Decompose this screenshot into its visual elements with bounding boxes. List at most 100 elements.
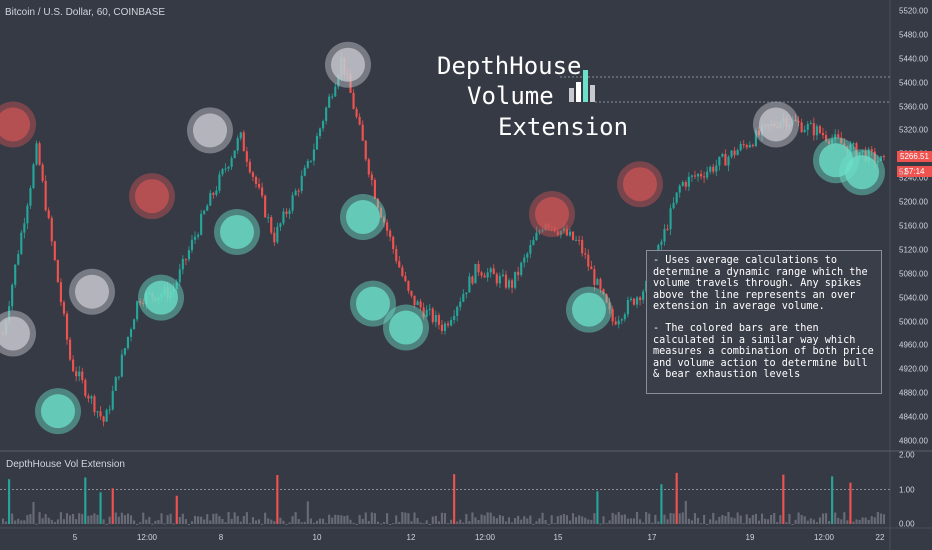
candle-body [501,274,504,277]
candle-body [90,396,93,399]
time-tick-label: 12:00 [813,533,835,542]
volume-bar [809,518,812,524]
volume-bar [672,513,675,524]
candle-body [379,207,383,218]
candle-body [541,230,544,232]
volume-bar [648,513,651,524]
volume-bar [870,516,873,524]
price-tick-label: 5400.00 [899,78,928,88]
volume-bar [337,514,340,524]
volume-bar [245,512,248,524]
logo-bar-icon [576,82,581,102]
logo-bar-icon [590,85,595,102]
candle-body [812,123,815,136]
volume-bar [450,519,453,524]
candle-body [736,150,739,156]
candle-body [75,371,78,377]
candle-body [17,254,20,265]
candle-body [843,143,846,146]
candle-body [605,294,608,303]
volume-bar [419,522,422,524]
candle-body [453,315,456,320]
volume-bar [84,477,87,524]
candle-body [529,245,532,254]
price-tick-label: 4960.00 [899,340,928,350]
countdown-tag: 57:14 [897,166,932,177]
volume-bar [148,517,151,524]
volume-bar [50,519,53,524]
volume-bar [129,515,133,524]
marker-bull [819,143,853,178]
candle-body [193,236,197,240]
volume-bar [197,516,200,524]
volume-bar [483,515,486,524]
candle-body [270,217,273,233]
candle-body [197,234,200,237]
volume-bar [178,516,181,524]
volume-bar [206,514,209,524]
marker-bull [220,214,254,249]
volume-bar [44,514,47,524]
time-tick-label: 15 [553,533,563,542]
volume-bar [17,518,20,524]
candle-body [392,236,395,249]
volume-bar [739,515,742,524]
candle-body [870,149,873,152]
volume-bar [754,513,757,524]
volume-bar [550,515,553,524]
candle-body [212,193,215,195]
description-box: - Uses average calculations to determine… [646,250,882,394]
marker-neutral [759,107,793,142]
volume-bar [767,519,770,524]
volume-bar [276,474,279,524]
volume-bar [617,512,620,524]
volume-bar [123,515,126,524]
candle-body [474,263,477,284]
candle-body [62,302,66,314]
volume-bar [602,516,605,524]
candle-body [751,144,754,147]
volume-bar [221,518,224,524]
volume-bar [251,517,255,524]
candle-body [431,308,434,323]
candle-body [41,164,44,181]
candle-body [837,134,840,138]
volume-bar [611,512,614,524]
candle-body [620,319,623,321]
candle-body [797,121,800,123]
volume-bar [11,513,14,524]
volume-bar [297,519,300,524]
volume-bar [855,519,858,524]
candle-body [712,166,715,172]
volume-bar [514,518,517,524]
volume-bar [315,520,319,524]
volume-bar [111,488,114,524]
candle-body [407,281,410,291]
volume-bar [879,513,882,524]
candle-body [300,175,303,192]
volume-bar [334,514,337,524]
volume-bar [352,522,355,524]
candle-body [395,248,398,262]
candle-body [294,190,297,196]
volume-bar [114,512,117,524]
candle-body [745,145,748,148]
candle-body [224,168,227,170]
volume-bar [626,518,629,524]
price-tick-label: 4840.00 [899,412,928,422]
volume-bar [215,513,218,524]
candle-body [681,182,684,186]
volume-bar [72,513,75,524]
candle-body [139,301,142,303]
candle-body [227,166,230,169]
candle-body [410,290,413,296]
volume-bar [187,523,191,525]
volume-bar [751,515,754,524]
candle-body [261,187,264,196]
volume-bar [608,520,611,524]
candle-body [803,129,806,133]
volume-bar [331,517,334,524]
volume-bar [812,519,815,524]
candle-body [288,210,291,215]
